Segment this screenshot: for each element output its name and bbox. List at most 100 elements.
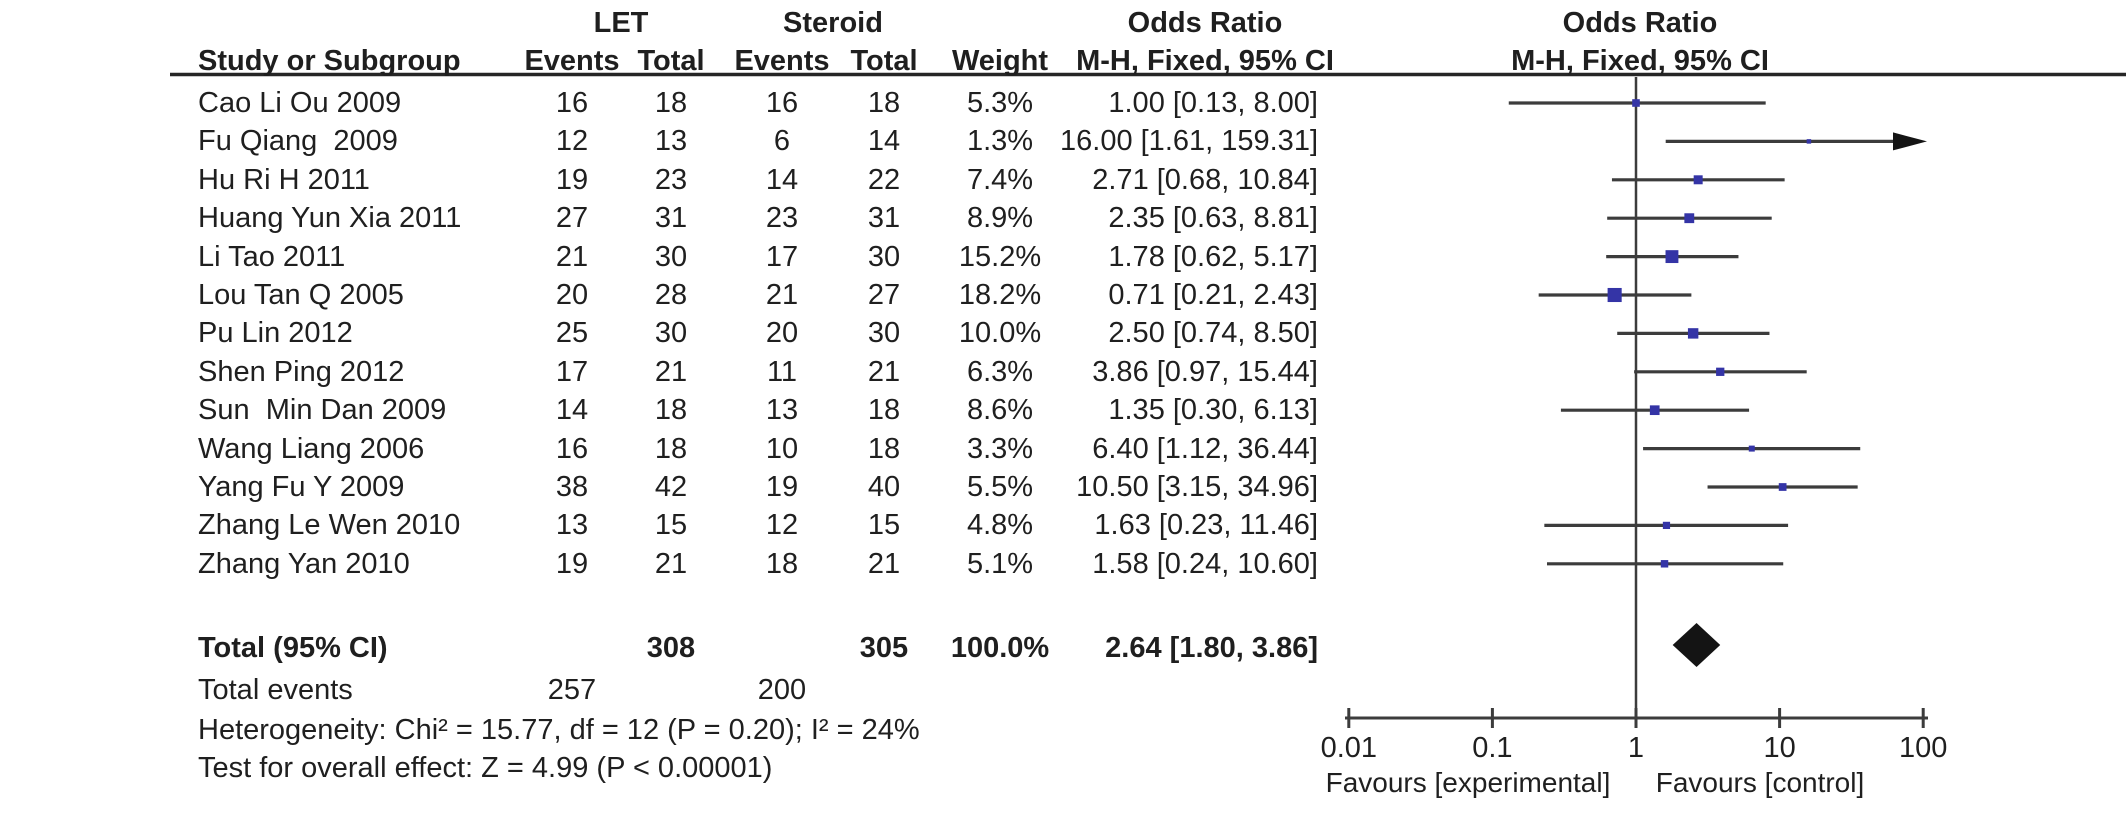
or-marker: [1687, 328, 1699, 339]
favours-experimental-label: Favours [experimental]: [1325, 767, 1611, 798]
let-events-value: 38: [555, 471, 589, 503]
total-let-total: 308: [646, 632, 696, 664]
header-weight: Weight: [951, 45, 1049, 77]
total-events-label: Total events: [198, 674, 353, 706]
steroid-events-value: 14: [765, 164, 799, 196]
or-marker: [1716, 367, 1725, 376]
steroid-events-value: 10: [765, 433, 799, 465]
or-ci-value: 1.58 [0.24, 10.60]: [1092, 548, 1318, 580]
header-let-total: Total: [637, 45, 705, 77]
weight-value: 1.3%: [966, 125, 1034, 157]
weight-value: 8.6%: [966, 394, 1034, 426]
weight-value: 7.4%: [966, 164, 1034, 196]
steroid-total-value: 31: [867, 202, 901, 234]
or-ci-value: 0.71 [0.21, 2.43]: [1108, 279, 1318, 311]
or-marker: [1665, 250, 1679, 264]
let-events-value: 16: [555, 87, 589, 119]
study-name: Huang Yun Xia 2011: [198, 202, 462, 234]
or-marker: [1684, 213, 1695, 224]
let-events-value: 21: [555, 241, 589, 273]
let-total-value: 28: [654, 279, 688, 311]
or-ci-value: 3.86 [0.97, 15.44]: [1092, 356, 1318, 388]
steroid-total-value: 21: [867, 356, 901, 388]
steroid-total-value: 15: [867, 509, 901, 541]
or-ci-value: 16.00 [1.61, 159.31]: [1060, 125, 1318, 157]
weight-value: 5.3%: [966, 87, 1034, 119]
steroid-events-value: 21: [765, 279, 799, 311]
study-name: Fu Qiang 2009: [198, 125, 398, 157]
weight-value: 5.5%: [966, 471, 1034, 503]
or-ci-value: 2.35 [0.63, 8.81]: [1108, 202, 1318, 234]
weight-value: 8.9%: [966, 202, 1034, 234]
axis-tick-label: 1: [1627, 732, 1645, 764]
study-name: Pu Lin 2012: [198, 317, 353, 349]
let-total-value: 23: [654, 164, 688, 196]
header-odds-ratio-text: Odds Ratio: [1127, 7, 1283, 39]
or-marker: [1632, 99, 1640, 107]
or-ci-value: 1.78 [0.62, 5.17]: [1108, 241, 1318, 273]
weight-value: 18.2%: [958, 279, 1042, 311]
steroid-events-value: 19: [765, 471, 799, 503]
let-total-value: 31: [654, 202, 688, 234]
ci-arrow-right: [1893, 132, 1927, 151]
let-events-value: 17: [555, 356, 589, 388]
header-group-steroid: Steroid: [783, 7, 883, 39]
steroid-events-value: 16: [765, 87, 799, 119]
steroid-events-value: 20: [765, 317, 799, 349]
header-steroid-total: Total: [850, 45, 918, 77]
steroid-total-value: 18: [867, 433, 901, 465]
study-name: Wang Liang 2006: [198, 433, 425, 465]
let-total-value: 42: [654, 471, 688, 503]
or-ci-value: 6.40 [1.12, 36.44]: [1092, 433, 1318, 465]
total-row-label: Total (95% CI): [198, 632, 388, 664]
header-odds-ratio-plot: Odds Ratio: [1562, 7, 1718, 39]
study-name: Lou Tan Q 2005: [198, 279, 404, 311]
steroid-total-value: 18: [867, 87, 901, 119]
study-name: Sun Min Dan 2009: [198, 394, 447, 426]
steroid-events-value: 12: [765, 509, 799, 541]
weight-value: 6.3%: [966, 356, 1034, 388]
let-total-value: 18: [654, 87, 688, 119]
axis-tick-label: 10: [1763, 732, 1796, 764]
header-or-method: M-H, Fixed, 95% CI: [1076, 45, 1334, 77]
weight-value: 5.1%: [966, 548, 1034, 580]
axis-tick-label: 0.01: [1320, 732, 1378, 764]
steroid-events-value: 11: [766, 356, 798, 388]
heterogeneity-stat: Heterogeneity: Chi² = 15.77, df = 12 (P …: [198, 714, 920, 746]
header-plot-method: M-H, Fixed, 95% CI: [1511, 45, 1769, 77]
total-events-steroid: 200: [757, 674, 807, 706]
or-ci-value: 1.00 [0.13, 8.00]: [1108, 87, 1318, 119]
total-steroid-total: 305: [859, 632, 909, 664]
header-group-let: LET: [593, 7, 649, 39]
overall-effect-stat: Test for overall effect: Z = 4.99 (P < 0…: [198, 752, 773, 784]
or-ci-value: 2.50 [0.74, 8.50]: [1108, 317, 1318, 349]
let-events-value: 20: [555, 279, 589, 311]
let-total-value: 13: [654, 125, 688, 157]
let-events-value: 13: [555, 509, 589, 541]
let-events-value: 14: [555, 394, 589, 426]
header-study: Study or Subgroup: [198, 45, 461, 77]
axis-tick-label: 0.1: [1472, 732, 1513, 764]
or-marker: [1806, 139, 1812, 144]
steroid-total-value: 40: [867, 471, 901, 503]
let-total-value: 18: [654, 433, 688, 465]
or-marker: [1660, 560, 1669, 568]
study-name: Cao Li Ou 2009: [198, 87, 402, 119]
total-events-let: 257: [547, 674, 597, 706]
let-events-value: 27: [555, 202, 589, 234]
let-total-value: 15: [654, 509, 688, 541]
weight-value: 3.3%: [966, 433, 1034, 465]
axis-tick-label: 100: [1898, 732, 1948, 764]
steroid-total-value: 14: [867, 125, 901, 157]
or-ci-value: 2.71 [0.68, 10.84]: [1092, 164, 1318, 196]
weight-value: 4.8%: [966, 509, 1034, 541]
let-events-value: 25: [555, 317, 589, 349]
steroid-total-value: 30: [867, 317, 901, 349]
header-let-events: Events: [524, 45, 620, 77]
steroid-events-value: 6: [773, 125, 791, 157]
steroid-total-value: 30: [867, 241, 901, 273]
total-or-ci: 2.64 [1.80, 3.86]: [1105, 632, 1318, 664]
or-marker: [1693, 175, 1703, 185]
or-marker: [1649, 405, 1660, 416]
